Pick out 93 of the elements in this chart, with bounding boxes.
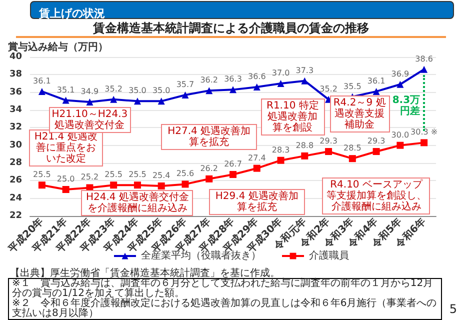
point [182, 180, 189, 188]
point [277, 156, 284, 164]
data-label: 25.5 [128, 170, 146, 180]
data-label: 35.2 [320, 84, 338, 94]
data-label: 29.3 [320, 136, 338, 146]
point [253, 84, 260, 91]
point [206, 87, 213, 94]
data-label: 30.3 ※ [410, 128, 438, 137]
data-label: 35.7 [176, 80, 194, 89]
data-label: 37.0 [272, 68, 290, 78]
data-label: 25.5 [33, 170, 51, 180]
data-label: 25.2 [80, 172, 99, 182]
point [301, 77, 308, 84]
data-label: 34.9 [80, 87, 99, 96]
point [372, 148, 380, 156]
data-label: 26.2 [200, 164, 218, 173]
point [230, 86, 236, 94]
point [110, 96, 118, 103]
chart-title: 賃上げの状況 [38, 7, 105, 20]
data-label: 25.0 [56, 174, 75, 184]
data-label: 36.6 [248, 72, 266, 82]
data-label: 37.3 [296, 66, 314, 75]
chart-subtitle: 賃金構造基本統計調査による介護職員の賃金の推移 [92, 20, 370, 37]
text: 5 [449, 302, 457, 316]
point [325, 148, 332, 156]
data-label: 35.0 [152, 86, 170, 96]
data-label: 36.1 [33, 76, 51, 86]
point [182, 91, 189, 98]
annotation: R1.10 特定処遇改善加算を創設 [260, 98, 325, 136]
point [134, 98, 141, 105]
data-label: 35.1 [56, 85, 75, 94]
data-label: 36.3 [224, 74, 242, 84]
annotation: H21.10～H24.3 処遇改善交付金 [48, 106, 131, 133]
point [62, 186, 70, 193]
y-tick-label: 22 [9, 211, 22, 221]
point [348, 155, 356, 162]
point [420, 66, 428, 73]
point [253, 164, 260, 172]
data-label: 35.0 [128, 86, 146, 96]
data-label: 28.3 [272, 145, 290, 154]
annotation: H24.4 処遇改善交付金を介護報酬に組み込み [81, 190, 194, 216]
text: ※２ 令和６年度介護報酬改定における処遇改善加算の見直しは令和６年6月施行（事業者への支払いは8月以降） [12, 298, 438, 319]
y-tick-label: 30 [9, 140, 22, 150]
y-tick-label: 38 [9, 70, 22, 80]
point [372, 88, 380, 95]
data-label: 36.2 [200, 76, 218, 85]
point [110, 182, 118, 189]
legend-label: 全産業平均（役職者抜き） [141, 250, 261, 262]
point [420, 139, 428, 146]
point [230, 170, 236, 178]
data-label: 36.9 [391, 69, 410, 78]
y-axis-title: 賞与込み給与（万円） [8, 40, 108, 53]
point [396, 142, 404, 149]
legend-label: 介護職員 [309, 250, 349, 262]
annotation: R4.2～9 処遇改善支援補助金 [330, 95, 390, 132]
annotation: H27.4 処遇改善加算を拡充 [161, 124, 258, 150]
y-tick-label: 32 [9, 122, 22, 133]
data-label: 28.8 [296, 140, 314, 150]
point [396, 80, 404, 88]
point [158, 182, 165, 190]
y-tick-label: 40 [9, 52, 22, 62]
data-label: 29.3 [367, 136, 386, 146]
point [38, 88, 46, 95]
data-label: 36.1 [367, 76, 386, 86]
point [38, 182, 46, 189]
data-label: 28.5 [344, 144, 362, 153]
annotation: 8.3万円差 [391, 95, 420, 118]
data-label: 25.4 [152, 170, 170, 180]
data-label: 27.4 [248, 153, 266, 162]
data-label: 25.6 [176, 169, 194, 178]
data-label: 38.6 [415, 54, 433, 64]
point [86, 98, 94, 106]
data-label: 35.2 [104, 84, 122, 94]
y-tick-label: 36 [9, 87, 22, 98]
text: ※１ 賞与込み給与は、調査年の６月分として支払われた給与に調査年の前年の１月から12月分の賞与の1/12を加えて算出した額。 [12, 278, 434, 299]
point [206, 175, 213, 182]
point [134, 182, 141, 189]
annotation: R4.10 ベースアップ等支援加算を創設し、介護報酬に組み込み [322, 177, 430, 214]
text: 【出典】厚生労働省「賃金構造基本統計調査」を基に作成。 [10, 266, 280, 279]
point [301, 152, 308, 160]
point [277, 80, 284, 87]
y-tick-label: 28 [9, 158, 22, 168]
y-tick-label: 24 [9, 193, 22, 204]
data-label: 35.5 [344, 82, 362, 91]
data-label: 30.0 [391, 130, 410, 140]
header-banner: 賃上げの状況 [30, 1, 454, 19]
y-tick-label: 26 [9, 176, 22, 186]
point [62, 96, 70, 104]
point [158, 98, 165, 105]
data-label: 26.7 [224, 159, 242, 168]
data-label: 25.5 [104, 170, 122, 180]
y-tick-label: 34 [9, 105, 22, 115]
annotation: H29.4 処遇改善加算を拡充 [208, 188, 305, 215]
